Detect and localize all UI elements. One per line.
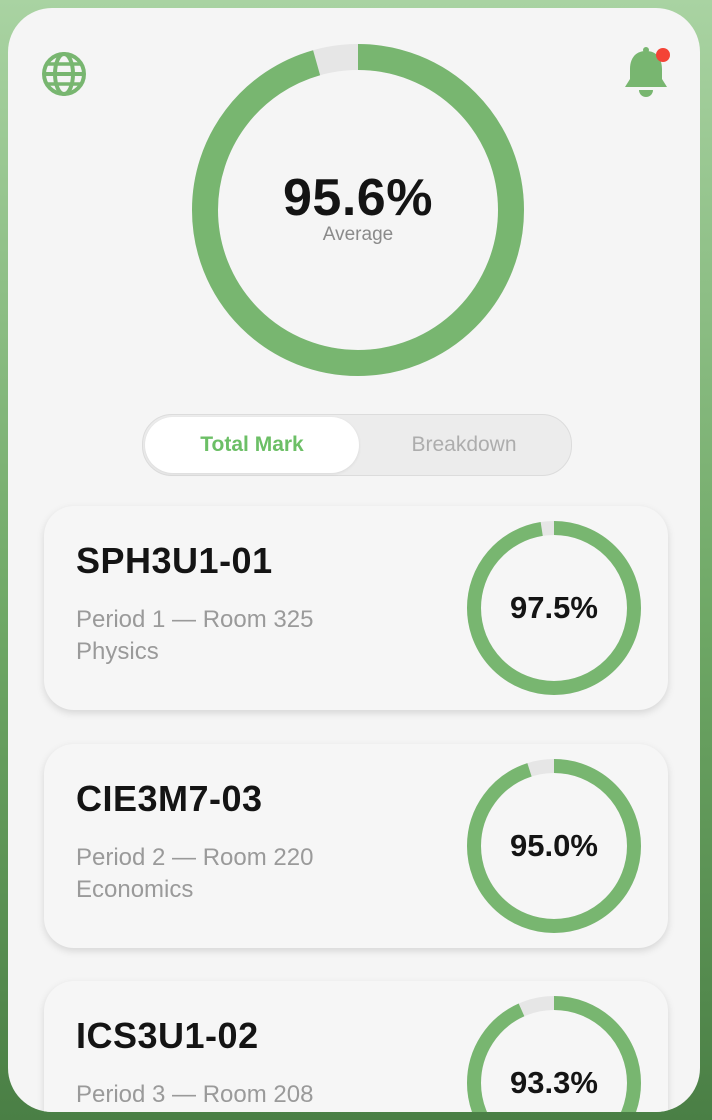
course-progress-arc xyxy=(467,759,641,933)
course-subject: Economics xyxy=(76,876,194,903)
app-screen: 95.6% Average Total Mark Breakdown SPH3U… xyxy=(8,8,700,1112)
course-card[interactable]: ICS3U1-02 Period 3 — Room 208 93.3% xyxy=(44,981,668,1112)
average-ring xyxy=(192,44,532,384)
course-mark: 97.5% xyxy=(510,590,598,625)
average-label: Average xyxy=(322,224,394,245)
notification-dot xyxy=(656,48,670,62)
course-code: ICS3U1-02 xyxy=(76,1015,259,1056)
average-summary: 95.6% Average xyxy=(192,168,524,246)
view-toggle: Total Mark Breakdown xyxy=(142,414,572,476)
course-card[interactable]: CIE3M7-03 Period 2 — Room 220 Economics … xyxy=(44,744,668,948)
course-subject: Physics xyxy=(76,638,159,665)
bell-icon[interactable] xyxy=(618,46,674,102)
course-mark: 93.3% xyxy=(510,1065,598,1100)
course-mark-ring xyxy=(464,518,644,698)
course-mark: 95.0% xyxy=(510,828,598,863)
course-code: SPH3U1-01 xyxy=(76,540,273,581)
tab-total-mark[interactable]: Total Mark xyxy=(145,417,359,473)
average-progress-arc xyxy=(192,44,524,376)
course-period: Period 3 — Room 208 xyxy=(76,1081,314,1108)
course-mark-ring xyxy=(464,993,644,1112)
course-period: Period 1 — Room 325 xyxy=(76,606,314,633)
course-progress-arc xyxy=(467,996,641,1112)
globe-icon[interactable] xyxy=(36,46,92,102)
tab-breakdown[interactable]: Breakdown xyxy=(411,433,517,456)
average-value: 95.6% xyxy=(283,169,433,227)
course-code: CIE3M7-03 xyxy=(76,778,263,819)
course-progress-arc xyxy=(467,521,641,695)
course-mark-ring xyxy=(464,756,644,936)
course-period: Period 2 — Room 220 xyxy=(76,844,314,871)
course-card[interactable]: SPH3U1-01 Period 1 — Room 325 Physics 97… xyxy=(44,506,668,710)
